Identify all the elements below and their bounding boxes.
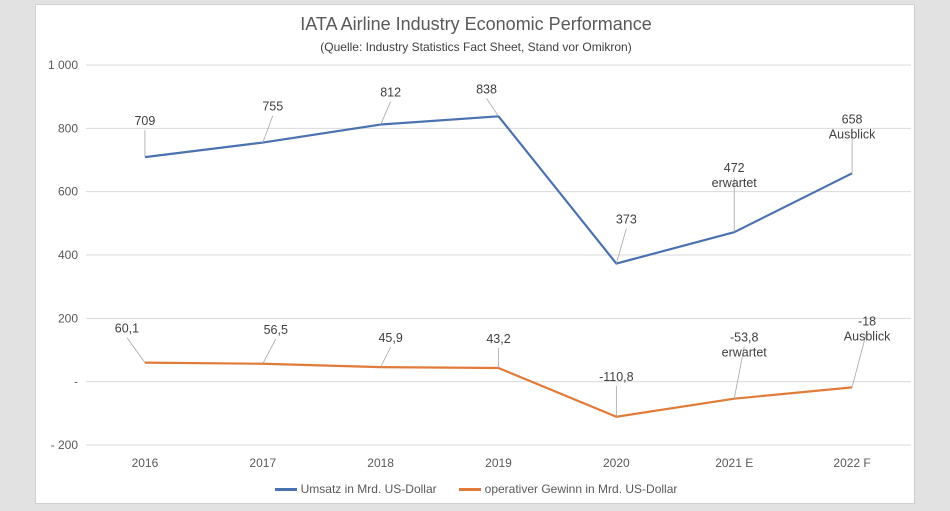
leader-line xyxy=(486,98,499,117)
leader-line xyxy=(126,337,146,363)
legend: Umsatz in Mrd. US-Dollar operativer Gewi… xyxy=(36,482,916,496)
data-label: 709 xyxy=(134,114,155,128)
data-label: -53,8 xyxy=(730,331,759,345)
y-tick-label: 400 xyxy=(58,248,78,262)
data-label: 60,1 xyxy=(115,322,139,336)
data-label-note: erwartet xyxy=(722,346,768,360)
legend-label-profit: operativer Gewinn in Mrd. US-Dollar xyxy=(484,482,678,496)
data-label-note: Ausblick xyxy=(844,329,891,343)
data-label: 755 xyxy=(262,100,283,114)
y-tick-label: 200 xyxy=(58,311,78,325)
leader-line xyxy=(615,228,627,264)
legend-item-revenue: Umsatz in Mrd. US-Dollar xyxy=(274,482,437,496)
data-label: 45,9 xyxy=(378,331,402,345)
y-tick-label: - 200 xyxy=(51,438,79,452)
chart-subtitle: (Quelle: Industry Statistics Fact Sheet,… xyxy=(320,40,632,54)
x-tick-label: 2019 xyxy=(485,456,512,470)
leader-line xyxy=(380,101,392,125)
legend-label-revenue: Umsatz in Mrd. US-Dollar xyxy=(300,482,437,496)
data-label: -18 xyxy=(858,314,876,328)
data-label: 43,2 xyxy=(486,332,510,346)
x-tick-label: 2018 xyxy=(367,456,394,470)
leader-line xyxy=(262,115,274,143)
data-label: 658 xyxy=(842,112,863,126)
x-tick-label: 2020 xyxy=(603,456,630,470)
series-line xyxy=(144,361,853,418)
data-label-note: erwartet xyxy=(712,176,758,190)
data-label: 838 xyxy=(476,82,497,96)
data-label: 373 xyxy=(616,213,637,227)
chart-panel: IATA Airline Industry Economic Performan… xyxy=(35,4,915,504)
data-label: 472 xyxy=(724,161,745,175)
data-label: 56,5 xyxy=(264,323,288,337)
data-label: -110,8 xyxy=(599,370,634,384)
x-tick-label: 2016 xyxy=(132,456,159,470)
line-chart: 1 000 800 600 400 200 - - 200 2016 2017 2018 2019 2… xyxy=(48,58,911,470)
data-label: 812 xyxy=(380,86,401,100)
leader-line xyxy=(851,330,868,388)
leader-line xyxy=(380,346,392,368)
data-label-note: Ausblick xyxy=(829,127,876,141)
chart-title: IATA Airline Industry Economic Performan… xyxy=(300,14,652,34)
x-tick-label: 2022 F xyxy=(833,456,870,470)
y-tick-label: 800 xyxy=(58,121,78,135)
leader-line xyxy=(733,346,745,399)
leader-line xyxy=(262,338,277,364)
y-tick-label: 600 xyxy=(58,185,78,199)
legend-item-profit: operativer Gewinn in Mrd. US-Dollar xyxy=(458,482,678,496)
legend-swatch-profit xyxy=(458,487,481,491)
y-tick-label: - xyxy=(74,375,78,389)
y-tick-label: 1 000 xyxy=(48,58,78,72)
x-tick-label: 2017 xyxy=(249,456,276,470)
x-tick-label: 2021 E xyxy=(715,456,753,470)
legend-swatch-revenue xyxy=(274,487,297,491)
